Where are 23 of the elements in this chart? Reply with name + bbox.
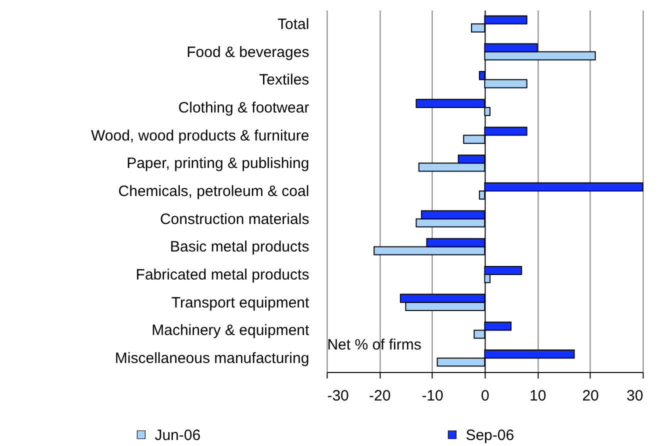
y-tick-label: Machinery & equipment [152, 322, 310, 340]
x-tick-label: 0 [481, 388, 490, 404]
x-tick-label: -10 [422, 388, 444, 404]
x-tick-label: -30 [327, 388, 349, 404]
y-tick-label: Miscellaneous manufacturing [114, 350, 310, 368]
x-tick-label: 20 [582, 388, 599, 404]
y-tick-label: Wood, wood products & furniture [91, 127, 310, 144]
legend-label: Sep-06 [466, 426, 514, 444]
x-tick-label: 10 [530, 388, 546, 404]
y-tick-label: Paper, printing & publishing [126, 155, 310, 172]
y-tick-label: Chemicals, petroleum & coal [118, 183, 310, 200]
y-tick-label: Construction materials [160, 210, 310, 228]
y-tick-label: Transport equipment [171, 294, 310, 312]
x-axis-title: Net % of firms [327, 336, 422, 354]
x-tick-label: 30 [626, 388, 644, 404]
y-tick-label: Total [278, 16, 310, 33]
legend-label: Jun-06 [154, 426, 201, 444]
x-tick-label: -20 [369, 388, 391, 404]
y-tick-label: Fabricated metal products [136, 266, 310, 284]
y-tick-label: Clothing & footwear [178, 99, 310, 116]
y-tick-label: Food & beverages [186, 44, 310, 61]
y-tick-label: Basic metal products [170, 238, 310, 256]
y-tick-label: Textiles [259, 72, 310, 89]
